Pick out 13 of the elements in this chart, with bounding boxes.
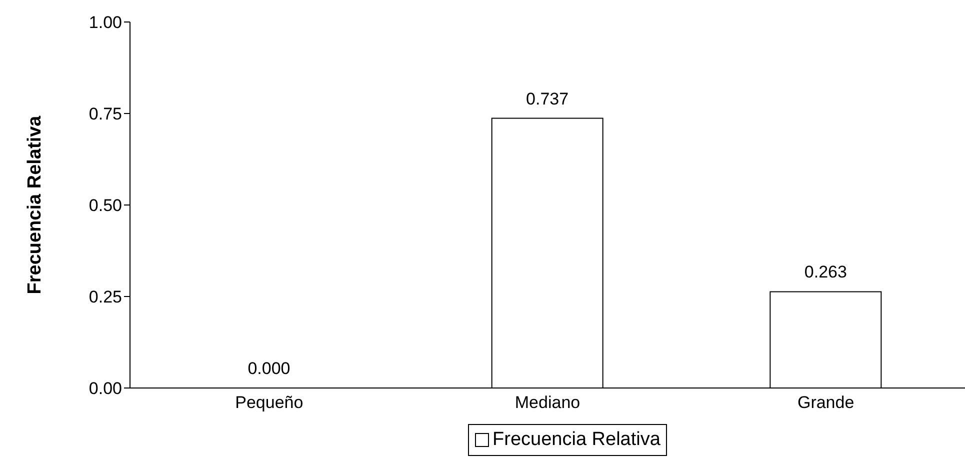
y-tick-label: 0.25 bbox=[88, 288, 122, 307]
y-tick-label: 0.75 bbox=[88, 104, 122, 124]
legend-label: Frecuencia Relativa bbox=[492, 429, 660, 451]
y-axis-title: Frecuencia Relativa bbox=[24, 115, 46, 294]
y-tick-label: 0.00 bbox=[88, 379, 122, 398]
data-label: 0.263 bbox=[804, 262, 847, 282]
data-label: 0.000 bbox=[248, 359, 290, 378]
x-tick-label: Mediano bbox=[514, 393, 580, 412]
y-tick-label: 0.50 bbox=[88, 196, 122, 216]
y-tick-label: 1.00 bbox=[88, 13, 122, 32]
x-tick-label: Grande bbox=[797, 393, 854, 412]
x-tick-label: Pequeño bbox=[235, 393, 304, 412]
data-label: 0.737 bbox=[526, 89, 569, 108]
